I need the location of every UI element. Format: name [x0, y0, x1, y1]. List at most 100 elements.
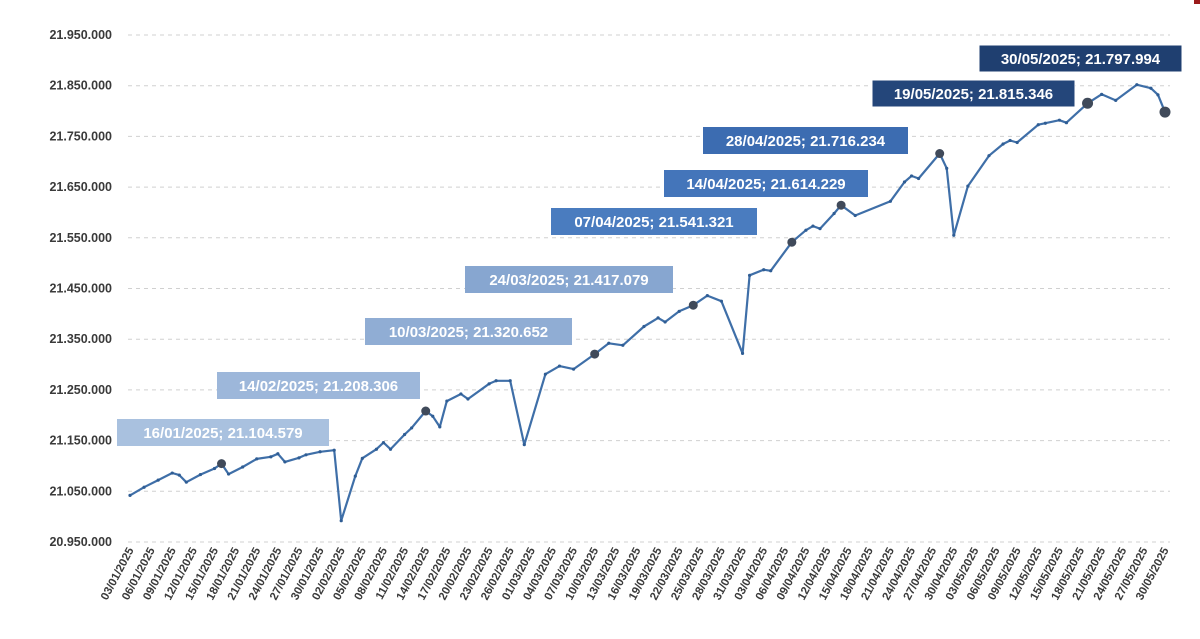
data-point	[374, 447, 379, 451]
annotated-point-marker	[688, 300, 698, 310]
data-point	[607, 341, 611, 345]
data-point	[276, 452, 280, 456]
data-point	[184, 480, 188, 484]
data-point	[522, 443, 526, 447]
data-label: 24/03/2025; 21.417.079	[489, 272, 648, 289]
data-point	[339, 519, 343, 523]
y-tick-label: 21.750.000	[49, 129, 112, 143]
data-point	[557, 364, 562, 368]
data-label-annotations: 16/01/2025; 21.104.579 14/02/2025; 21.208…	[117, 44, 1183, 469]
data-point	[466, 397, 470, 401]
data-point	[1064, 121, 1069, 125]
data-point	[142, 485, 146, 489]
data-point	[952, 233, 956, 237]
data-point	[811, 224, 815, 228]
data-point	[156, 478, 160, 482]
annotated-point-marker	[787, 237, 797, 247]
data-point	[663, 320, 667, 324]
annotated-point-marker	[590, 349, 600, 359]
data-point	[832, 211, 836, 216]
data-point	[1036, 123, 1040, 127]
data-point	[1100, 92, 1104, 96]
data-point	[487, 382, 491, 386]
data-point	[332, 448, 336, 452]
y-tick-label: 21.150.000	[49, 434, 112, 448]
data-point	[853, 213, 857, 218]
data-point	[747, 273, 752, 277]
data-point	[438, 425, 442, 429]
data-point	[656, 316, 660, 320]
y-tick-label: 20.950.000	[49, 535, 112, 549]
y-tick-label: 21.950.000	[49, 28, 112, 42]
data-point	[283, 460, 287, 464]
data-point	[571, 367, 576, 371]
data-point	[304, 453, 308, 457]
data-point	[705, 293, 709, 298]
data-point	[269, 455, 273, 459]
data-label-box	[703, 127, 908, 154]
data-point	[353, 474, 357, 478]
data-label: 14/02/2025; 21.208.306	[239, 378, 398, 395]
data-point	[769, 269, 773, 273]
annotated-point-marker	[217, 459, 227, 469]
annotated-point-marker	[1159, 106, 1171, 118]
y-tick-label: 21.350.000	[49, 332, 112, 346]
data-point	[642, 324, 646, 329]
data-label: 19/05/2025; 21.815.346	[894, 86, 1053, 103]
data-point	[177, 473, 181, 477]
data-label-box	[978, 44, 1183, 73]
corner-accent	[1194, 0, 1200, 4]
annotated-point-marker	[1082, 97, 1094, 109]
x-axis-tick-labels: 03/01/202506/01/202509/01/202512/01/2025…	[99, 545, 1172, 602]
data-label-box	[365, 318, 572, 345]
data-point	[888, 199, 893, 203]
data-point	[445, 399, 449, 403]
data-label-box	[871, 79, 1076, 108]
data-point	[677, 309, 681, 313]
data-point	[762, 268, 766, 272]
data-point	[740, 351, 745, 355]
data-point	[621, 343, 625, 347]
y-tick-label: 21.850.000	[49, 79, 112, 93]
data-point	[198, 472, 203, 477]
data-point	[719, 299, 724, 303]
data-point	[543, 372, 548, 376]
data-point	[360, 456, 364, 460]
data-label: 16/01/2025; 21.104.579	[143, 425, 302, 442]
annotated-point-marker	[421, 406, 431, 416]
data-point	[402, 432, 407, 437]
data-label-box	[117, 419, 329, 446]
data-label-box	[551, 208, 757, 235]
data-point	[170, 471, 174, 475]
data-point	[1057, 118, 1061, 122]
series-line-path	[129, 83, 1167, 522]
data-point	[241, 465, 245, 469]
annotated-point-marker	[836, 200, 846, 210]
data-point	[804, 228, 808, 232]
data-point	[388, 447, 393, 451]
y-tick-label: 21.250.000	[49, 383, 112, 397]
y-axis-tick-labels: 20.950.000 21.050.000 21.150.000 21.250.000…	[49, 28, 112, 549]
data-point	[494, 379, 498, 383]
data-point	[987, 154, 991, 158]
data-point	[128, 493, 132, 497]
data-point	[902, 180, 907, 184]
data-point	[966, 184, 970, 188]
data-label: 07/04/2025; 21.541.321	[574, 214, 733, 231]
y-tick-label: 21.050.000	[49, 484, 112, 498]
series-line	[128, 83, 1167, 523]
data-label: 14/04/2025; 21.614.229	[686, 176, 845, 193]
data-point	[381, 441, 386, 445]
data-point	[1008, 138, 1012, 143]
y-tick-label: 21.650.000	[49, 180, 112, 194]
data-point	[410, 426, 414, 430]
data-point	[1015, 140, 1019, 145]
data-label-box	[664, 170, 868, 197]
data-label: 28/04/2025; 21.716.234	[726, 133, 886, 150]
data-point	[255, 457, 259, 461]
data-label: 30/05/2025; 21.797.994	[1001, 51, 1161, 68]
data-point	[212, 466, 217, 471]
data-point	[297, 456, 301, 460]
data-point	[226, 472, 231, 476]
